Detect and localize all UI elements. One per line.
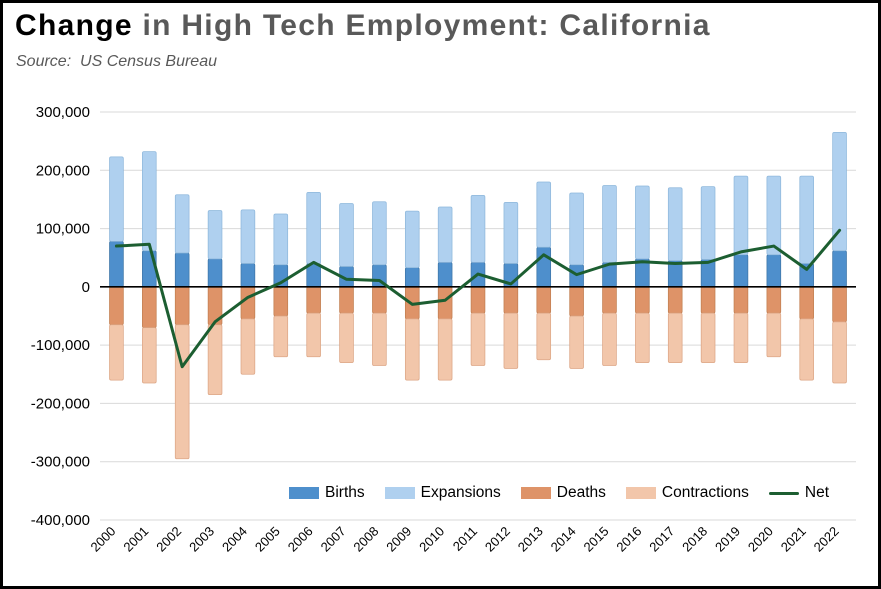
svg-text:2002: 2002	[153, 524, 184, 555]
svg-text:2007: 2007	[318, 524, 349, 555]
svg-text:2017: 2017	[646, 524, 677, 555]
svg-text:-200,000: -200,000	[31, 395, 90, 412]
svg-text:-100,000: -100,000	[31, 337, 90, 354]
svg-text:2000: 2000	[87, 524, 118, 555]
svg-text:2022: 2022	[811, 524, 842, 555]
svg-text:2006: 2006	[285, 524, 316, 555]
svg-text:2009: 2009	[383, 524, 414, 555]
svg-text:2005: 2005	[252, 524, 283, 555]
svg-text:2012: 2012	[482, 524, 513, 555]
svg-text:-400,000: -400,000	[31, 512, 90, 529]
svg-text:2013: 2013	[515, 524, 546, 555]
svg-text:2018: 2018	[679, 524, 710, 555]
svg-text:2021: 2021	[778, 524, 809, 555]
svg-text:2001: 2001	[120, 524, 151, 555]
svg-text:2003: 2003	[186, 524, 217, 555]
svg-text:2004: 2004	[219, 524, 250, 555]
svg-text:2010: 2010	[416, 524, 447, 555]
svg-text:-300,000: -300,000	[31, 454, 90, 471]
svg-text:300,000: 300,000	[36, 104, 90, 121]
svg-text:200,000: 200,000	[36, 162, 90, 179]
svg-text:2019: 2019	[712, 524, 743, 555]
svg-text:2008: 2008	[350, 524, 381, 555]
svg-text:100,000: 100,000	[36, 221, 90, 238]
svg-text:2011: 2011	[450, 524, 480, 554]
svg-text:0: 0	[82, 279, 90, 296]
svg-text:2020: 2020	[745, 524, 776, 555]
svg-text:2015: 2015	[581, 524, 612, 555]
svg-text:2016: 2016	[613, 524, 644, 555]
svg-text:2014: 2014	[548, 524, 579, 555]
